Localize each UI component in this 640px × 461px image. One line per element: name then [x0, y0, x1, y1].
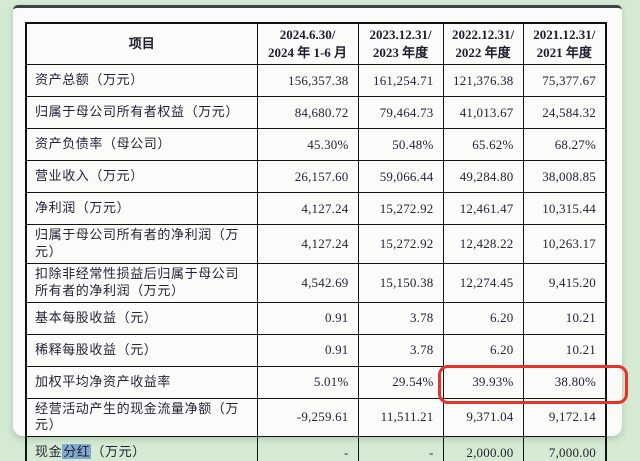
row-value: 6.20: [442, 301, 524, 335]
header-period-2022: 2022.12.31/ 2022 年度: [442, 22, 524, 65]
row-label: 资产负债率（母公司）: [25, 128, 258, 161]
row-value: 9,172.14: [522, 397, 607, 438]
header-period-line1: 2024.6.30/: [279, 27, 336, 43]
row-value: 10,263.17: [522, 224, 607, 264]
header-period-line1: 2021.12.31/: [533, 27, 596, 43]
header-row: 项目 2024.6.30/ 2024 年 1-6 月 2023.12.31/ 2…: [25, 22, 607, 65]
table-row: 扣除非经常性损益后归属于母公司所有者的净利润（万元） 4,542.69 15,150…: [25, 262, 607, 303]
row-label: 扣除非经常性损益后归属于母公司所有者的净利润（万元）: [25, 262, 258, 303]
row-value: 68.27%: [522, 128, 607, 161]
header-period-line1: 2022.12.31/: [451, 27, 515, 43]
row-value: 15,272.92: [357, 192, 444, 225]
row-label: 归属于母公司所有者的净利润（万元）: [25, 224, 258, 264]
table-row: 净利润（万元） 4,127.24 15,272.92 12,461.47 10,315.…: [25, 192, 607, 225]
row-value: 59,066.44: [357, 160, 444, 193]
table-row: 基本每股收益（元） 0.91 3.78 6.20 10.21: [25, 301, 607, 335]
row-value: 24,584.32: [522, 96, 607, 129]
row-value: 7,000.00: [522, 436, 607, 461]
row-value: 15,272.92: [357, 224, 444, 264]
row-value: 6.20: [442, 333, 524, 367]
row-value: 9,371.04: [442, 397, 524, 438]
header-period-line2: 2023 年度: [372, 45, 429, 60]
row-value: 9,415.20: [522, 262, 607, 303]
financial-summary-table: 项目 2024.6.30/ 2024 年 1-6 月 2023.12.31/ 2…: [25, 22, 607, 461]
table-row: 归属于母公司所有者权益（万元） 84,680.72 79,464.73 41,013.…: [25, 96, 607, 129]
row-value: 10.21: [522, 333, 607, 367]
row-value: 3.78: [357, 301, 444, 335]
row-value: 75,377.67: [522, 64, 607, 97]
table-row: 稀释每股收益（元） 0.91 3.78 6.20 10.21: [25, 333, 607, 367]
row-value: 11,511.21: [357, 397, 444, 438]
header-period-line1: 2023.12.31/: [369, 27, 432, 43]
row-value: 15,150.38: [357, 262, 444, 303]
row-label: 现金分红（万元）: [25, 436, 258, 461]
table-row: 加权平均净资产收益率 5.01% 29.54% 39.93% 38.80%: [25, 365, 607, 399]
row-label: 加权平均净资产收益率: [25, 365, 258, 399]
row-value: 12,274.45: [442, 262, 524, 303]
row-label: 经营活动产生的现金流量净额（万元）: [25, 397, 258, 438]
header-item-column: 项目: [25, 22, 258, 65]
header-period-line2: 2024 年 1-6 月: [267, 45, 348, 60]
row-value: -: [357, 436, 444, 461]
row-value: 161,254.71: [357, 64, 444, 97]
row-value: 26,157.60: [256, 160, 359, 193]
document-panel: 项目 2024.6.30/ 2024 年 1-6 月 2023.12.31/ 2…: [13, 5, 628, 461]
header-item-label: 项目: [128, 36, 155, 52]
table-row: 归属于母公司所有者的净利润（万元） 4,127.24 15,272.92 12,428…: [25, 224, 607, 264]
header-period-line2: 2021 年度: [536, 45, 592, 60]
row-value: 79,464.73: [357, 96, 444, 129]
table-row: 资产负债率（母公司） 45.30% 50.48% 65.62% 68.27%: [25, 128, 607, 161]
table-row: 营业收入（万元） 26,157.60 59,066.44 49,284.80 38,00…: [25, 160, 607, 193]
row-value: 12,428.22: [442, 224, 524, 264]
row-value: -: [256, 436, 359, 461]
header-period-2024: 2024.6.30/ 2024 年 1-6 月: [256, 22, 359, 65]
row-value: 50.48%: [357, 128, 444, 161]
row-value: 3.78: [357, 333, 444, 367]
row-label: 归属于母公司所有者权益（万元）: [25, 96, 258, 129]
row-value: 10,315.44: [522, 192, 607, 225]
table-body: 资产总额（万元） 156,357.38 161,254.71 121,376.38 75…: [25, 64, 607, 461]
table-header: 项目 2024.6.30/ 2024 年 1-6 月 2023.12.31/ 2…: [25, 22, 607, 65]
row-value: 49,284.80: [442, 160, 524, 193]
row-value: 121,376.38: [442, 64, 524, 97]
row-value: 4,127.24: [256, 224, 359, 264]
row-value: 41,013.67: [442, 96, 524, 129]
row-value: 0.91: [256, 333, 359, 367]
row-label: 稀释每股收益（元）: [25, 333, 258, 367]
row-value: 4,542.69: [256, 262, 359, 303]
row-value: 38.80%: [522, 365, 607, 399]
table-row: 现金分红（万元） - -2,000.00 7,000.00: [25, 436, 607, 461]
row-value: 2,000.00: [442, 436, 524, 461]
row-label: 资产总额（万元）: [25, 64, 258, 97]
row-label: 净利润（万元）: [25, 192, 258, 225]
row-value: 29.54%: [357, 365, 444, 399]
table-row: 资产总额（万元） 156,357.38 161,254.71 121,376.38 75…: [25, 64, 607, 97]
header-period-2021: 2021.12.31/ 2021 年度: [522, 22, 607, 65]
row-label: 营业收入（万元）: [25, 160, 258, 193]
text-selection-highlight: 分红: [62, 444, 92, 460]
row-value: 156,357.38: [256, 64, 359, 97]
row-value: 10.21: [522, 301, 607, 335]
table-row: 经营活动产生的现金流量净额（万元） -9,259.61 11,511.21 9,371…: [25, 397, 607, 438]
row-value: 39.93%: [442, 365, 524, 399]
row-value: 4,127.24: [256, 192, 359, 225]
financial-table-wrap: 项目 2024.6.30/ 2024 年 1-6 月 2023.12.31/ 2…: [25, 22, 628, 461]
row-value: 38,008.85: [522, 160, 607, 193]
row-value: 65.62%: [442, 128, 524, 161]
header-period-line2: 2022 年度: [455, 45, 511, 60]
row-label: 基本每股收益（元）: [25, 301, 258, 335]
row-value: 5.01%: [256, 365, 359, 399]
header-period-2023: 2023.12.31/ 2023 年度: [357, 22, 444, 65]
row-value: 45.30%: [256, 128, 359, 161]
row-value: 0.91: [256, 301, 359, 335]
row-value: 84,680.72: [256, 96, 359, 129]
row-value: 12,461.47: [442, 192, 524, 225]
row-value: -9,259.61: [256, 397, 359, 438]
